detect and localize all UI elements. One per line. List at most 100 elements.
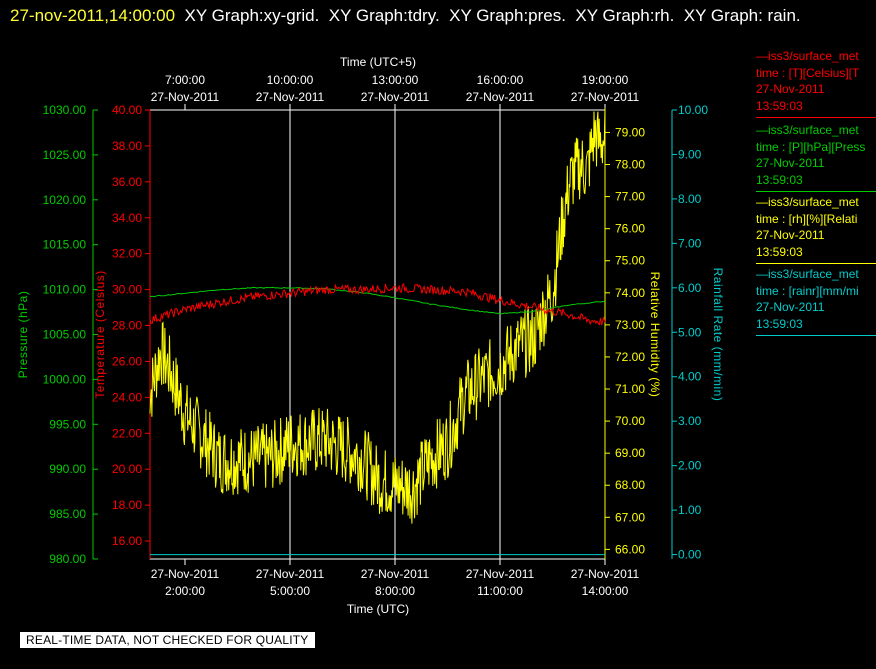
top-tick-time: 13:00:00 <box>372 73 419 87</box>
top-tick-date: 27-Nov-2011 <box>466 90 535 104</box>
title-graph-list: XY Graph:xy-grid. XY Graph:tdry. XY Grap… <box>175 6 801 25</box>
temperature-tick-label: 20.00 <box>112 462 142 476</box>
humidity-tick-label: 67.00 <box>615 510 645 524</box>
humidity-tick-label: 69.00 <box>615 446 645 460</box>
pressure-tick-label: 1015.00 <box>43 238 87 252</box>
temperature-tick-label: 34.00 <box>112 211 142 225</box>
legend-temperature: —iss3/surface_met time : [T][Celsius][T … <box>756 48 876 118</box>
humidity-axis-title: Relative Humidity (%) <box>648 272 662 398</box>
legend-date: 27-Nov-2011 <box>756 300 825 314</box>
temperature-tick-label: 24.00 <box>112 390 142 404</box>
bottom-tick-date: 27-Nov-2011 <box>256 567 325 581</box>
pressure-tick-label: 990.00 <box>49 462 86 476</box>
rain-tick-label: 10.00 <box>678 103 708 117</box>
rain-tick-label: 8.00 <box>678 192 702 206</box>
legend-variable: time : [rainr][mm/mi <box>756 283 859 298</box>
title-timestamp: 27-nov-2011,14:00:00 <box>10 6 176 25</box>
humidity-tick-label: 73.00 <box>615 318 645 332</box>
top-tick-date: 27-Nov-2011 <box>361 90 430 104</box>
humidity-tick-label: 76.00 <box>615 222 645 236</box>
legend-time: 13:59:03 <box>756 172 803 187</box>
humidity-tick-label: 71.00 <box>615 382 645 396</box>
pressure-tick-label: 1005.00 <box>43 328 87 342</box>
humidity-series-line <box>149 107 606 524</box>
humidity-tick-label: 77.00 <box>615 190 645 204</box>
bottom-axis-title: Time (UTC) <box>347 602 409 616</box>
pressure-tick-label: 1010.00 <box>43 283 87 297</box>
top-tick-date: 27-Nov-2011 <box>256 90 325 104</box>
rain-tick-label: 6.00 <box>678 281 702 295</box>
bottom-tick-time: 5:00:00 <box>270 584 310 598</box>
rain-axis-title: Rainfall Rate (mm/min) <box>711 268 725 402</box>
pressure-tick-label: 1020.00 <box>43 193 87 207</box>
pressure-tick-label: 1000.00 <box>43 372 87 386</box>
legend-rain: —iss3/surface_met time : [rainr][mm/mi 2… <box>756 266 876 336</box>
humidity-tick-label: 66.00 <box>615 542 645 556</box>
legend-time: 13:59:03 <box>756 244 803 259</box>
bottom-tick-date: 27-Nov-2011 <box>466 567 535 581</box>
quality-disclaimer: REAL-TIME DATA, NOT CHECKED FOR QUALITY <box>20 632 315 648</box>
rain-tick-label: 0.00 <box>678 548 702 562</box>
top-tick-time: 16:00:00 <box>477 73 524 87</box>
humidity-tick-label: 68.00 <box>615 478 645 492</box>
temperature-tick-label: 26.00 <box>112 354 142 368</box>
legend-date: 27-Nov-2011 <box>756 82 825 96</box>
pressure-tick-label: 985.00 <box>49 507 86 521</box>
pressure-tick-label: 1025.00 <box>43 148 87 162</box>
temperature-tick-label: 40.00 <box>112 103 142 117</box>
bottom-tick-time: 2:00:00 <box>165 584 205 598</box>
legend-pressure: —iss3/surface_met time : [P][hPa][Press … <box>756 122 876 192</box>
temperature-tick-label: 38.00 <box>112 139 142 153</box>
temperature-axis-title: Temperature (Celsius) <box>93 270 107 399</box>
bottom-tick-date: 27-Nov-2011 <box>571 567 640 581</box>
legend-time: 13:59:03 <box>756 98 803 113</box>
pressure-axis-title: Pressure (hPa) <box>16 291 30 379</box>
legend-time: 13:59:03 <box>756 316 803 331</box>
legend-variable: time : [rh][%][Relati <box>756 211 858 226</box>
legend-title: —iss3/surface_met <box>756 267 859 281</box>
pressure-series-line <box>149 286 606 315</box>
pressure-tick-label: 995.00 <box>49 417 86 431</box>
top-tick-date: 27-Nov-2011 <box>571 90 640 104</box>
legend-date: 27-Nov-2011 <box>756 228 825 242</box>
pressure-tick-label: 1030.00 <box>43 103 87 117</box>
bottom-tick-time: 8:00:00 <box>375 584 415 598</box>
rain-tick-label: 9.00 <box>678 147 702 161</box>
legend-variable: time : [P][hPa][Press <box>756 139 866 154</box>
temperature-tick-label: 36.00 <box>112 175 142 189</box>
bottom-tick-time: 14:00:00 <box>582 584 629 598</box>
bottom-tick-date: 27-Nov-2011 <box>361 567 430 581</box>
rain-tick-label: 3.00 <box>678 414 702 428</box>
bottom-tick-time: 11:00:00 <box>477 584 523 598</box>
legend-title: —iss3/surface_met <box>756 123 859 137</box>
legend-title: —iss3/surface_met <box>756 195 859 209</box>
rain-tick-label: 5.00 <box>678 325 702 339</box>
rain-tick-label: 1.00 <box>678 503 702 517</box>
humidity-tick-label: 74.00 <box>615 286 645 300</box>
top-tick-time: 19:00:00 <box>582 73 629 87</box>
top-axis-title: Time (UTC+5) <box>340 55 416 69</box>
temperature-tick-label: 22.00 <box>112 426 142 440</box>
chart-title: 27-nov-2011,14:00:00 XY Graph:xy-grid. X… <box>10 2 870 30</box>
top-tick-time: 7:00:00 <box>165 73 205 87</box>
humidity-tick-label: 70.00 <box>615 414 645 428</box>
top-tick-date: 27-Nov-2011 <box>151 90 220 104</box>
bottom-tick-date: 27-Nov-2011 <box>151 567 220 581</box>
legend-date: 27-Nov-2011 <box>756 156 825 170</box>
legend-title: —iss3/surface_met <box>756 49 859 63</box>
legend-humidity: —iss3/surface_met time : [rh][%][Relati … <box>756 194 876 264</box>
humidity-tick-label: 78.00 <box>615 158 645 172</box>
pressure-tick-label: 980.00 <box>49 552 86 566</box>
temperature-tick-label: 16.00 <box>112 534 142 548</box>
rain-tick-label: 2.00 <box>678 459 702 473</box>
temperature-series-line <box>149 283 606 326</box>
temperature-tick-label: 30.00 <box>112 283 142 297</box>
temperature-tick-label: 32.00 <box>112 247 142 261</box>
temperature-tick-label: 18.00 <box>112 498 142 512</box>
rain-tick-label: 4.00 <box>678 370 702 384</box>
legend-variable: time : [T][Celsius][T <box>756 65 860 80</box>
humidity-tick-label: 79.00 <box>615 125 645 139</box>
temperature-tick-label: 28.00 <box>112 319 142 333</box>
humidity-tick-label: 75.00 <box>615 254 645 268</box>
